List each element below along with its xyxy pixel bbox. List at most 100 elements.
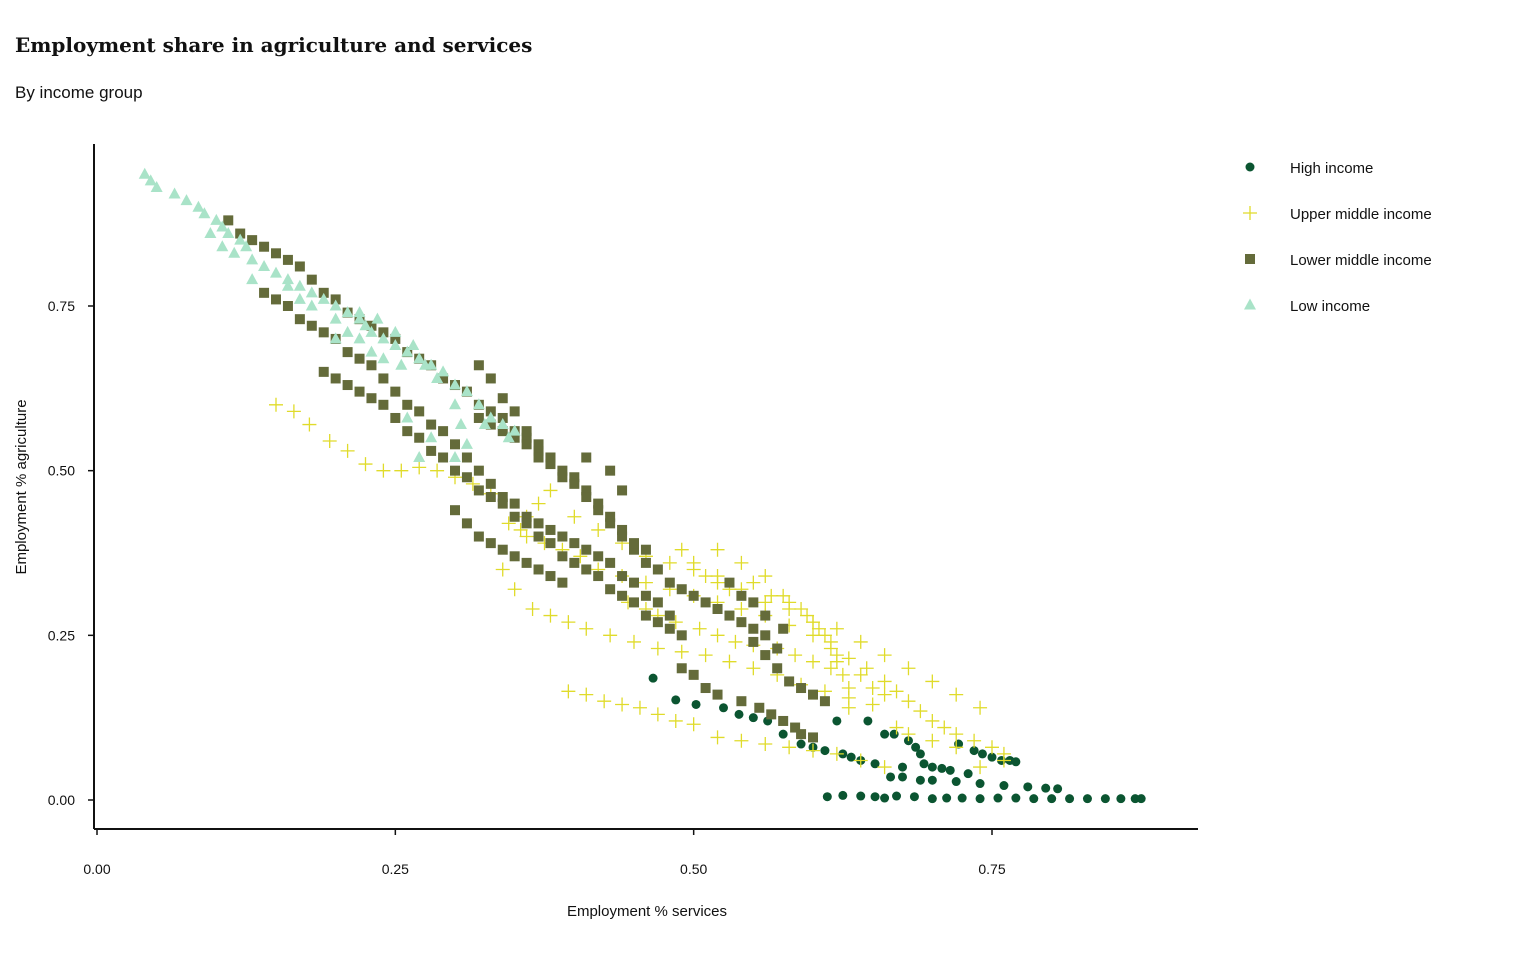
data-point [817, 684, 832, 699]
data-point [758, 569, 773, 584]
data-point [719, 703, 728, 713]
data-point [664, 577, 675, 588]
legend-item: Low income [1244, 298, 1370, 315]
data-point [395, 358, 408, 370]
data-point [841, 700, 856, 715]
data-point [450, 439, 460, 450]
data-point [305, 299, 318, 311]
data-point [473, 465, 484, 476]
data-point [951, 777, 961, 787]
data-point [561, 615, 576, 630]
data-point [473, 360, 484, 371]
data-point [509, 498, 520, 509]
data-point [853, 753, 868, 768]
data-point [808, 732, 818, 743]
data-point [913, 704, 928, 719]
data-point [724, 610, 735, 621]
data-point [712, 603, 723, 614]
data-point [942, 793, 952, 803]
data-point [915, 749, 925, 759]
data-point [949, 740, 964, 755]
data-point [545, 452, 556, 463]
data-point [305, 286, 318, 298]
data-point [652, 564, 663, 575]
data-point [485, 478, 496, 489]
data-point [632, 700, 647, 715]
data-point [664, 623, 675, 634]
data-point [533, 439, 544, 450]
data-point [760, 650, 771, 661]
data-point [216, 240, 229, 252]
data-point [460, 385, 473, 397]
data-point [734, 709, 744, 719]
data-point [198, 207, 211, 219]
data-point [746, 661, 761, 676]
data-point [378, 373, 389, 384]
data-point [293, 279, 306, 291]
data-point [485, 373, 496, 384]
data-point [531, 496, 546, 511]
data-point [271, 294, 281, 305]
data-point [485, 406, 496, 417]
data-point [222, 227, 235, 239]
data-point [662, 555, 677, 570]
data-point [748, 713, 758, 723]
data-point [557, 465, 568, 476]
y-tick-label: 0.25 [48, 627, 75, 643]
data-point [513, 522, 528, 537]
data-point [240, 240, 253, 252]
data-point [811, 621, 826, 636]
data-point [354, 386, 365, 397]
data-point [915, 775, 925, 785]
legend-label: Lower middle income [1290, 252, 1432, 269]
data-point [294, 314, 305, 325]
data-point [617, 531, 628, 542]
data-point [949, 727, 964, 742]
data-point [985, 740, 999, 755]
data-point [629, 577, 639, 588]
data-point [449, 450, 461, 462]
data-point [282, 301, 293, 311]
data-point [676, 630, 687, 641]
data-point [692, 621, 707, 636]
data-point [617, 571, 628, 582]
data-point [617, 485, 628, 496]
data-point [465, 476, 480, 491]
x-ticks: 0.00 0.25 0.50 0.75 [83, 829, 1006, 877]
data-point [259, 241, 270, 252]
data-point [889, 720, 904, 735]
data-point [353, 306, 366, 318]
data-point [533, 564, 544, 575]
data-point [431, 371, 444, 383]
data-point [671, 695, 681, 705]
data-point [509, 432, 520, 443]
data-point [605, 584, 616, 595]
data-point [521, 426, 532, 437]
data-point [748, 597, 759, 608]
data-point [746, 575, 761, 590]
data-point [557, 531, 568, 542]
data-point [676, 663, 687, 674]
data-point [485, 538, 496, 549]
data-point [736, 590, 747, 601]
data-point [521, 511, 532, 522]
data-point [450, 505, 460, 516]
data-point [371, 312, 384, 324]
y-ticks: 0.00 0.25 0.50 0.75 [48, 298, 94, 808]
data-point [886, 772, 896, 782]
data-point [569, 478, 580, 489]
data-point [927, 775, 937, 785]
data-point [438, 426, 449, 437]
data-point [1116, 794, 1126, 804]
y-tick-label: 0.75 [48, 298, 75, 314]
data-point [1011, 757, 1021, 767]
data-point [593, 571, 604, 582]
data-point [234, 233, 247, 245]
data-point [412, 460, 427, 475]
data-point [650, 707, 665, 722]
data-point [856, 791, 866, 801]
data-point [561, 684, 576, 699]
data-point [652, 597, 663, 608]
data-point [640, 590, 651, 601]
data-point [401, 411, 414, 423]
